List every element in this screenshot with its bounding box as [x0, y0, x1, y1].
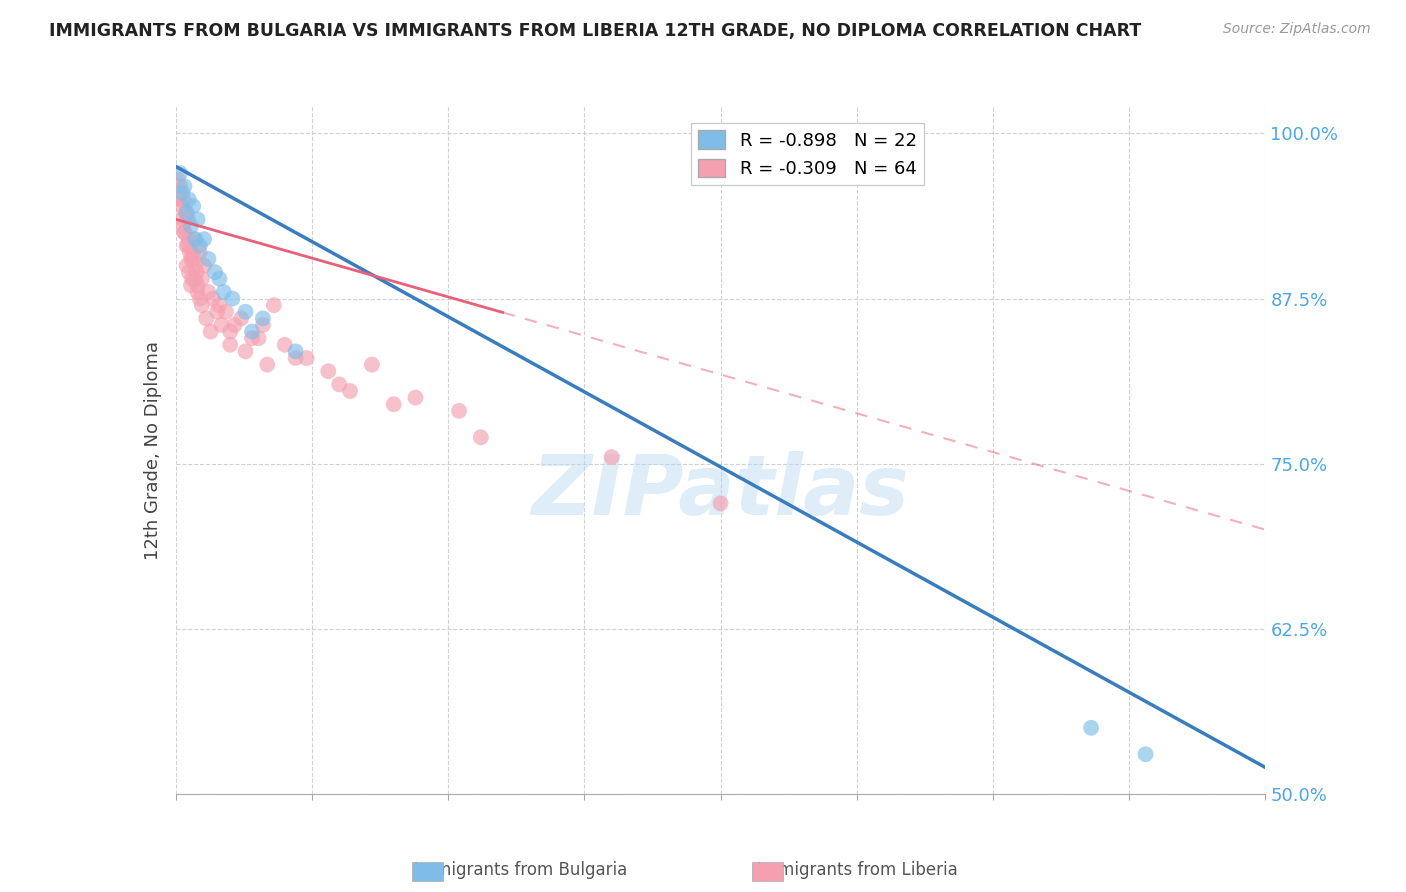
Text: Immigrants from Liberia: Immigrants from Liberia: [758, 861, 957, 879]
Point: [181, 199, 204, 213]
Point: [176, 238, 198, 252]
Point: [215, 305, 238, 319]
Point: [212, 285, 235, 299]
Point: [184, 271, 207, 285]
Point: [191, 271, 214, 285]
Point: [172, 193, 194, 207]
Point: [361, 358, 384, 372]
Point: [188, 292, 211, 306]
Point: [173, 226, 195, 240]
Point: [177, 193, 200, 207]
Text: IMMIGRANTS FROM BULGARIA VS IMMIGRANTS FROM LIBERIA 12TH GRADE, NO DIPLOMA CORRE: IMMIGRANTS FROM BULGARIA VS IMMIGRANTS F…: [49, 22, 1142, 40]
Point: [197, 285, 219, 299]
Point: [221, 292, 243, 306]
Point: [184, 259, 207, 273]
Point: [405, 391, 427, 405]
Point: [177, 212, 200, 227]
Point: [167, 172, 190, 186]
Point: [197, 252, 219, 266]
Point: [169, 166, 191, 180]
Point: [231, 311, 253, 326]
Point: [208, 298, 231, 312]
Point: [339, 384, 361, 398]
Point: [186, 265, 208, 279]
Point: [284, 351, 307, 365]
Point: [193, 259, 215, 273]
Point: [188, 245, 211, 260]
Point: [170, 199, 193, 213]
Point: [240, 325, 263, 339]
Point: [184, 232, 207, 246]
Point: [177, 265, 200, 279]
Point: [186, 278, 209, 293]
Point: [318, 364, 340, 378]
Point: [284, 344, 307, 359]
Point: [180, 278, 202, 293]
Point: [177, 232, 200, 246]
Point: [263, 298, 285, 312]
Point: [219, 325, 242, 339]
Point: [181, 245, 204, 260]
Point: [252, 318, 274, 332]
Point: [186, 212, 209, 227]
Point: [252, 311, 274, 326]
Point: [191, 298, 214, 312]
Point: [181, 252, 204, 266]
Point: [211, 318, 233, 332]
Point: [205, 305, 228, 319]
Point: [600, 450, 623, 464]
Point: [470, 430, 492, 444]
Point: [195, 311, 218, 326]
Point: [201, 292, 224, 306]
Point: [173, 179, 195, 194]
Point: [219, 338, 242, 352]
Point: [181, 271, 204, 285]
Point: [177, 238, 200, 252]
Point: [240, 331, 263, 345]
Point: [328, 377, 350, 392]
Text: Immigrants from Bulgaria: Immigrants from Bulgaria: [413, 861, 627, 879]
Point: [174, 205, 197, 219]
Point: [172, 186, 194, 200]
Point: [382, 397, 405, 411]
Text: Source: ZipAtlas.com: Source: ZipAtlas.com: [1223, 22, 1371, 37]
Point: [224, 318, 246, 332]
Point: [256, 358, 278, 372]
Point: [173, 226, 195, 240]
Legend: R = -0.898   N = 22, R = -0.309   N = 64: R = -0.898 N = 22, R = -0.309 N = 64: [692, 123, 924, 186]
Text: ZIPatlas: ZIPatlas: [531, 451, 910, 533]
Point: [172, 212, 194, 227]
Point: [1080, 721, 1102, 735]
Point: [169, 179, 191, 194]
Point: [295, 351, 318, 365]
Point: [179, 245, 201, 260]
Point: [183, 232, 205, 246]
Point: [172, 219, 194, 233]
Point: [180, 219, 202, 233]
Point: [235, 305, 257, 319]
Point: [1135, 747, 1157, 762]
Point: [188, 238, 211, 252]
Point: [193, 232, 215, 246]
Y-axis label: 12th Grade, No Diploma: 12th Grade, No Diploma: [143, 341, 162, 560]
Point: [167, 193, 190, 207]
Point: [247, 331, 270, 345]
Point: [176, 205, 198, 219]
Point: [274, 338, 297, 352]
Point: [204, 265, 226, 279]
Point: [200, 325, 222, 339]
Point: [186, 285, 209, 299]
Point: [235, 344, 257, 359]
Point: [180, 252, 202, 266]
Point: [710, 496, 733, 510]
Point: [176, 259, 198, 273]
Point: [208, 271, 231, 285]
Point: [447, 404, 470, 418]
